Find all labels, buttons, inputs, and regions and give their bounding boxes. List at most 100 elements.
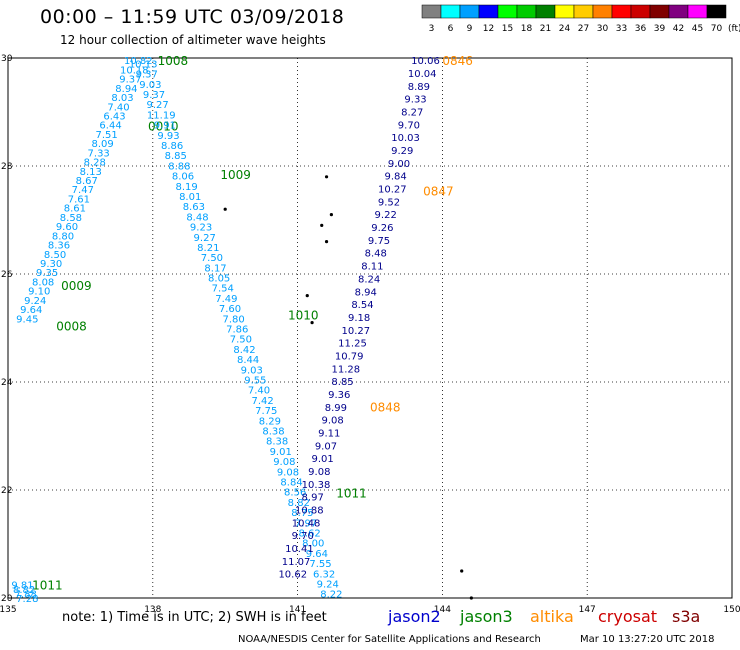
pass-time-label: 0847 xyxy=(423,184,454,198)
wave-height-value: 8.82 xyxy=(288,498,310,509)
wave-height-value: 9.81 xyxy=(11,581,33,592)
wave-height-value: 8.13 xyxy=(80,167,102,178)
wave-height-value: 7.60 xyxy=(219,304,241,315)
wave-height-value: 8.19 xyxy=(175,182,197,193)
scale-label: 36 xyxy=(635,24,647,34)
scale-label: 12 xyxy=(483,24,494,34)
wave-height-value: 8.44 xyxy=(237,355,259,366)
wave-height-map: 135 138 141 144 147 150 20 22 24 26 28 30 10.8210.18… xyxy=(0,54,740,615)
wave-height-value: 8.48 xyxy=(186,212,208,223)
wave-height-value: 7.49 xyxy=(215,294,237,305)
wave-height-value: 8.56 xyxy=(284,488,306,499)
land-mark xyxy=(324,240,329,244)
wave-height-value: 7.97 xyxy=(295,518,317,529)
wave-height-value: 8.61 xyxy=(64,204,86,215)
wave-height-value: 9.33 xyxy=(404,95,426,106)
credit-text: NOAA/NESDIS Center for Satellite Applica… xyxy=(238,634,541,645)
wave-height-value: 10.88 xyxy=(295,506,324,517)
wave-height-value: 9.08 xyxy=(277,467,299,478)
wave-height-value: 9.70 xyxy=(398,120,420,131)
wave-height-value: 9.11 xyxy=(318,428,340,439)
wave-height-value: 7.50 xyxy=(201,253,223,264)
pass-time-label: 0009 xyxy=(61,279,92,293)
wave-height-value: 10.03 xyxy=(391,133,420,144)
scale-label: 9 xyxy=(467,24,473,34)
wave-height-value: 7.28 xyxy=(16,594,38,605)
wave-height-value: 8.89 xyxy=(408,82,430,93)
scale-label: 3 xyxy=(429,24,435,34)
y-tick-label: 30 xyxy=(1,54,13,64)
wave-height-value: 9.03 xyxy=(241,365,263,376)
wave-height-value: 9.10 xyxy=(28,287,50,298)
land-mark xyxy=(305,294,309,298)
chart-title: 00:00 – 11:59 UTC 03/09/2018 xyxy=(40,6,345,28)
wave-height-value: 10.38 xyxy=(302,480,331,491)
y-tick-label: 26 xyxy=(1,270,13,280)
scale-label: 15 xyxy=(502,24,513,34)
wave-height-value: 8.85 xyxy=(165,151,187,162)
y-tick-label: 20 xyxy=(1,594,13,604)
wave-height-value: 7.51 xyxy=(95,130,117,141)
wave-height-value: 10.18 xyxy=(120,65,149,76)
scale-label: 42 xyxy=(673,24,684,34)
pass-time-label: 1008 xyxy=(158,54,189,68)
wave-height-value: 10.48 xyxy=(292,518,321,529)
wave-height-value: 9.27 xyxy=(146,100,168,111)
wave-height-value: 8.94 xyxy=(355,287,377,298)
pass-time-label: 1010 xyxy=(288,309,319,323)
pass-time-label: 0846 xyxy=(442,54,473,68)
y-tick-label: 28 xyxy=(1,162,13,172)
wave-height-value: 8.82 xyxy=(13,585,35,596)
timestamp-text: Mar 10 13:27:20 UTC 2018 xyxy=(580,634,715,645)
wave-height-value: 9.35 xyxy=(36,268,58,279)
wave-height-value: 8.48 xyxy=(365,249,387,260)
wave-height-value: 7.50 xyxy=(230,335,252,346)
wave-height-value: 8.54 xyxy=(351,300,373,311)
wave-height-value: 7.33 xyxy=(88,148,110,159)
wave-height-value: 6.44 xyxy=(99,121,121,132)
wave-height-value: 10.79 xyxy=(335,351,364,362)
wave-height-value: 9.07 xyxy=(315,441,337,452)
wave-height-value: 8.09 xyxy=(92,139,114,150)
scale-label: 27 xyxy=(578,24,589,34)
wave-height-value: 9.08 xyxy=(321,416,343,427)
wave-height-value: 9.37 xyxy=(136,70,158,81)
legend-jason3: jason3 xyxy=(460,607,513,626)
wave-height-value: 8.97 xyxy=(302,493,324,504)
wave-height-value: 9.00 xyxy=(388,159,410,170)
pass-time-label: 0010 xyxy=(148,120,179,134)
y-tick-label: 22 xyxy=(1,486,12,496)
x-tick-label: 138 xyxy=(144,605,161,615)
wave-height-value: 6.32 xyxy=(313,569,335,580)
wave-height-value: 8.67 xyxy=(76,176,98,187)
scale-unit: (ft) xyxy=(728,24,740,34)
wave-height-value: 8.00 xyxy=(302,539,324,550)
wave-height-value: 9.84 xyxy=(385,172,407,183)
wave-height-value: 8.05 xyxy=(208,274,230,285)
x-tick-label: 135 xyxy=(0,605,17,615)
footnote: note: 1) Time is in UTC; 2) SWH is in fe… xyxy=(62,610,327,625)
scale-label: 18 xyxy=(521,24,533,34)
wave-height-value: 7.40 xyxy=(248,386,270,397)
wave-height-value: 9.52 xyxy=(378,197,400,208)
wave-height-value: 8.08 xyxy=(32,277,54,288)
scale-label: 39 xyxy=(654,24,666,34)
legend-cryosat: cryosat xyxy=(598,607,658,626)
pass-time-label: 1011 xyxy=(336,487,367,501)
legend-altika: altika xyxy=(530,607,574,626)
wave-height-value: 7.42 xyxy=(251,396,273,407)
wave-height-value: 9.91 xyxy=(154,121,176,132)
x-tick-label: 150 xyxy=(723,605,740,615)
wave-height-value: 9.23 xyxy=(190,223,212,234)
wave-height-value: 8.24 xyxy=(358,274,380,285)
wave-height-value: 8.94 xyxy=(115,84,137,95)
pass-time-label: 0848 xyxy=(370,400,401,414)
wave-height-value: 9.75 xyxy=(368,236,390,247)
wave-height-value: 8.38 xyxy=(262,427,284,438)
wave-height-value: 7.55 xyxy=(309,559,331,570)
wave-height-value: 10.41 xyxy=(285,544,314,555)
scale-swatch xyxy=(706,4,727,19)
wave-height-value: 7.47 xyxy=(72,185,94,196)
wave-height-value: 8.63 xyxy=(183,202,205,213)
wave-height-value: 10.82 xyxy=(124,56,153,67)
